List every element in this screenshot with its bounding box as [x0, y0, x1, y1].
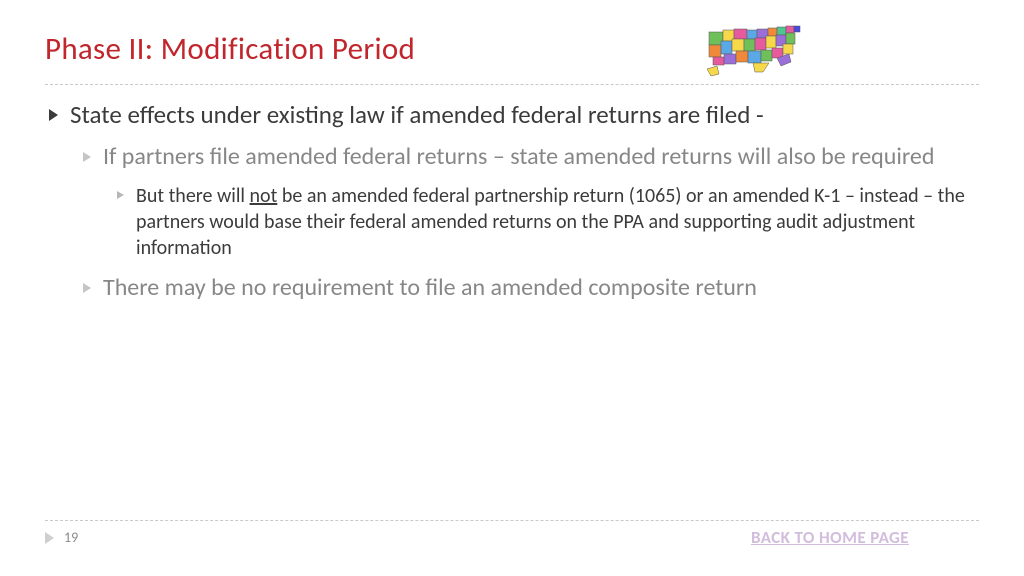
page-number: 19	[64, 529, 78, 546]
triangle-bullet-icon	[117, 191, 124, 199]
text-fragment: But there will	[136, 184, 250, 208]
bullet-level-2: If partners file amended federal returns…	[83, 142, 979, 173]
title-divider	[45, 84, 979, 85]
bullet-text: But there will not be an amended federal…	[136, 183, 979, 261]
slide-title: Phase II: Modification Period	[45, 30, 415, 68]
slide-footer: 19 BACK TO HOME PAGE	[45, 520, 979, 548]
triangle-bullet-icon	[83, 283, 91, 293]
bullet-level-3: But there will not be an amended federal…	[117, 183, 979, 261]
footer-divider	[45, 520, 979, 521]
triangle-bullet-icon	[49, 109, 58, 121]
usa-map-icon	[699, 24, 819, 80]
text-underlined: not	[250, 184, 278, 208]
bullet-text: There may be no requirement to file an a…	[103, 273, 757, 304]
bullet-level-2: There may be no requirement to file an a…	[83, 273, 979, 304]
content-area: State effects under existing law if amen…	[45, 99, 979, 304]
footer-arrow-icon	[45, 532, 54, 544]
back-to-home-link[interactable]: BACK TO HOME PAGE	[751, 527, 909, 548]
bullet-text: If partners file amended federal returns…	[103, 142, 934, 173]
bullet-level-1: State effects under existing law if amen…	[49, 99, 979, 130]
bullet-text: State effects under existing law if amen…	[70, 99, 764, 130]
triangle-bullet-icon	[83, 152, 91, 162]
